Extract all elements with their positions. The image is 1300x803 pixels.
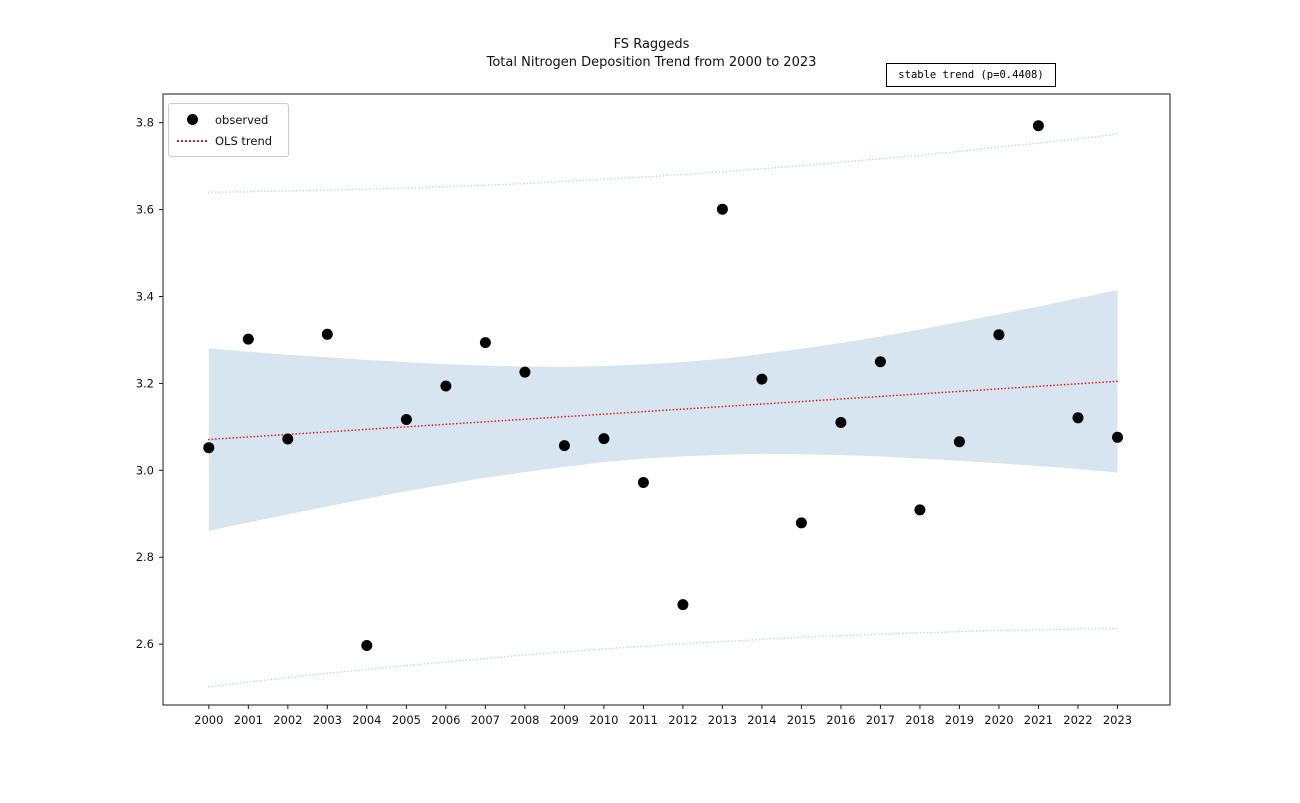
- observed-point: [1112, 431, 1123, 443]
- chart-title: FS Raggeds Total Nitrogen Deposition Tre…: [163, 36, 1140, 72]
- y-tick-label: 3.0: [136, 463, 154, 477]
- x-tick-label: 2006: [431, 713, 460, 727]
- observed-point: [1072, 412, 1084, 424]
- observed-point: [479, 337, 491, 349]
- chart-title-line1: FS Raggeds: [613, 37, 690, 52]
- observed-point: [914, 504, 926, 516]
- legend-item-ols-trend: OLS trend: [177, 130, 278, 151]
- observed-point: [874, 356, 886, 368]
- y-tick-label: 3.4: [136, 290, 154, 304]
- x-tick-label: 2022: [1063, 713, 1092, 727]
- observed-point: [795, 517, 807, 529]
- ols-trend-line: [207, 380, 1119, 441]
- observed-point: [716, 203, 728, 215]
- legend-label-observed: observed: [215, 112, 269, 127]
- observed-point: [756, 373, 768, 385]
- x-tick-label: 2010: [589, 713, 618, 727]
- trend-annotation-text: stable trend (p=0.4408): [898, 69, 1044, 81]
- observed-point: [361, 640, 373, 651]
- x-tick-label: 2004: [352, 713, 381, 727]
- trend-annotation-box: stable trend (p=0.4408): [886, 63, 1056, 87]
- observed-point: [1032, 120, 1044, 132]
- observed-point: [953, 436, 965, 448]
- observed-point: [282, 433, 294, 445]
- x-tick-label: 2002: [273, 713, 302, 727]
- x-tick-label: 2011: [629, 713, 658, 727]
- x-tick-label: 2001: [234, 713, 263, 727]
- legend-label-ols-trend: OLS trend: [215, 133, 273, 148]
- x-tick-label: 2020: [984, 713, 1013, 727]
- observed-point: [677, 599, 689, 611]
- x-tick-label: 2009: [550, 713, 579, 727]
- ols-trend-line-icon: [177, 139, 207, 142]
- x-tick-label: 2007: [471, 713, 500, 727]
- prediction-interval-upper-line: [208, 133, 1119, 193]
- x-tick-label: 2013: [708, 713, 737, 727]
- x-tick-label: 2005: [392, 713, 421, 727]
- observed-point: [835, 417, 847, 428]
- observed-marker-icon: [177, 114, 207, 125]
- x-tick-label: 2012: [668, 713, 697, 727]
- x-tick-label: 2017: [866, 713, 895, 727]
- x-tick-label: 2008: [510, 713, 539, 727]
- observed-point: [203, 442, 215, 454]
- x-tick-label: 2003: [313, 713, 342, 727]
- x-tick-label: 2018: [905, 713, 934, 727]
- plot-border: [162, 93, 1171, 706]
- x-tick-label: 2023: [1103, 713, 1132, 727]
- y-tick-label: 3.2: [136, 376, 154, 390]
- observed-point: [637, 477, 649, 488]
- x-tick-label: 2021: [1024, 713, 1053, 727]
- y-tick-label: 2.8: [136, 550, 154, 564]
- y-tick-label: 3.8: [136, 116, 154, 130]
- observed-point: [242, 333, 254, 345]
- y-tick-label: 3.6: [136, 203, 154, 217]
- chart-title-line2: Total Nitrogen Deposition Trend from 200…: [486, 55, 817, 70]
- x-tick-label: 2019: [945, 713, 974, 727]
- observed-point: [321, 328, 333, 340]
- observed-point: [993, 329, 1005, 341]
- legend: observed OLS trend: [168, 103, 289, 157]
- observed-point: [400, 414, 412, 425]
- x-tick-label: 2014: [747, 713, 776, 727]
- observed-point: [598, 433, 610, 445]
- observed-point: [519, 366, 531, 378]
- observed-point: [558, 440, 570, 452]
- x-tick-label: 2016: [826, 713, 855, 727]
- legend-item-observed: observed: [177, 109, 278, 130]
- prediction-interval-lower-line: [208, 627, 1119, 688]
- y-tick-label: 2.6: [136, 637, 154, 651]
- x-tick-label: 2000: [194, 713, 223, 727]
- x-tick-label: 2015: [787, 713, 816, 727]
- observed-point: [440, 380, 452, 392]
